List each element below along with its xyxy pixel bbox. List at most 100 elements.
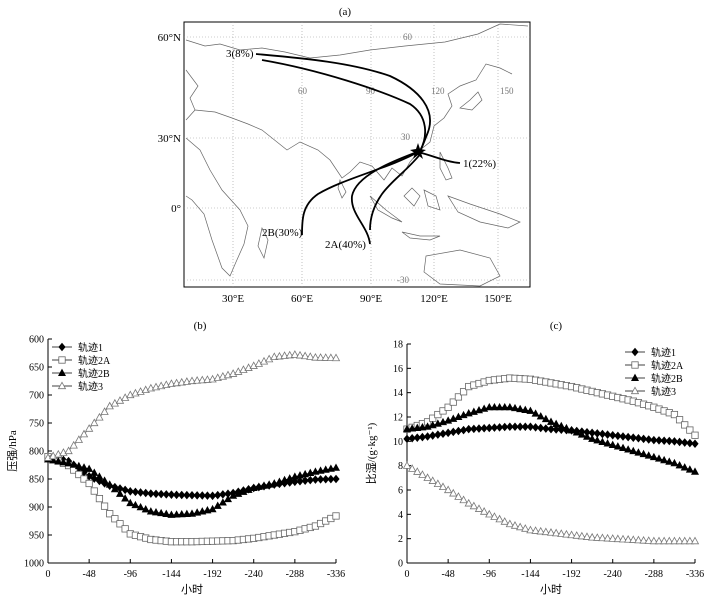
data-point	[634, 448, 643, 456]
x-tick-label: -48	[441, 569, 454, 580]
data-point	[428, 476, 437, 484]
data-point	[685, 536, 695, 545]
data-point	[116, 520, 124, 528]
legend-label: 轨迹2B	[651, 372, 683, 385]
data-point	[285, 350, 294, 359]
legend-marker	[631, 347, 639, 357]
data-point	[681, 438, 689, 447]
map-coastlines	[185, 23, 529, 287]
legend-label: 轨迹3	[651, 385, 676, 398]
data-point	[105, 480, 114, 488]
humidity-x-label: 小时	[540, 583, 562, 596]
data-point	[562, 529, 571, 538]
trajectory-long-line	[261, 59, 426, 152]
data-point	[326, 353, 336, 361]
panel-a-label: (a)	[339, 6, 352, 18]
data-point	[526, 525, 535, 534]
data-point	[311, 352, 320, 361]
legend-marker	[631, 361, 639, 369]
legend-marker	[630, 373, 640, 381]
data-point	[332, 474, 340, 484]
x-tick-label: -336	[686, 569, 704, 580]
data-point	[423, 432, 432, 441]
data-point	[95, 494, 104, 503]
data-point	[577, 430, 586, 438]
data-point	[449, 427, 457, 437]
x-tick-label: -336	[327, 569, 345, 580]
data-point	[90, 487, 98, 495]
data-point	[454, 492, 463, 500]
data-point	[593, 533, 602, 541]
data-point	[654, 536, 664, 545]
data-point	[439, 407, 447, 415]
y-tick-label: 16	[393, 364, 403, 375]
data-point	[126, 487, 134, 496]
data-point	[567, 530, 576, 539]
data-point	[521, 524, 530, 532]
humidity-chart: 0 2 4 6 8 10 12 14 16 18 0 -48 -96 -144 -192 -240 -288 -3…	[365, 340, 704, 597]
legend-marker	[630, 386, 640, 395]
data-point	[562, 423, 571, 432]
data-point	[402, 424, 412, 433]
data-point	[459, 425, 468, 435]
data-point	[178, 490, 186, 500]
lon-label-60e: 60°E	[291, 293, 313, 305]
data-point	[115, 489, 125, 497]
data-point	[136, 488, 145, 497]
data-point	[588, 434, 597, 442]
inner-grid-label: 150	[500, 86, 514, 96]
y-tick-label: 750	[29, 419, 44, 430]
y-tick-label: 2	[398, 534, 403, 545]
data-point	[645, 435, 653, 444]
y-tick-label: 950	[29, 531, 44, 542]
data-point	[413, 467, 422, 475]
x-tick-label: -240	[604, 569, 622, 580]
y-tick-label: 900	[29, 503, 44, 514]
data-point	[239, 487, 248, 495]
data-point	[675, 536, 684, 545]
data-point	[100, 476, 109, 484]
data-point	[490, 402, 499, 411]
data-point	[465, 424, 473, 434]
x-tick-label: -288	[645, 569, 663, 580]
data-point	[510, 403, 520, 412]
data-point	[572, 428, 581, 436]
data-point	[75, 470, 83, 479]
data-point	[686, 438, 694, 448]
data-point	[157, 508, 166, 517]
data-point	[480, 423, 488, 433]
data-point	[537, 423, 545, 433]
data-point	[244, 485, 253, 493]
x-tick-label: -192	[562, 569, 580, 580]
data-point	[300, 351, 310, 360]
series-4	[43, 350, 341, 461]
data-point	[162, 509, 171, 517]
trajectory-3-label: 3(8%)	[226, 48, 254, 60]
data-point	[665, 457, 674, 465]
data-point	[203, 375, 212, 383]
data-point	[69, 440, 78, 449]
data-point	[413, 423, 422, 431]
data-point	[126, 498, 135, 507]
data-point	[613, 534, 623, 543]
data-point	[85, 464, 94, 472]
data-point	[485, 509, 494, 518]
data-point	[136, 502, 145, 511]
pressure-x-label: 小时	[181, 583, 203, 596]
y-tick-label: 1000	[24, 559, 44, 570]
data-point	[495, 423, 504, 432]
data-point	[526, 406, 535, 414]
data-point	[551, 528, 561, 537]
data-point	[121, 525, 129, 533]
data-point	[172, 510, 181, 518]
data-point	[521, 405, 530, 414]
data-point	[306, 475, 314, 485]
data-point	[459, 388, 468, 396]
data-point	[670, 536, 679, 545]
y-tick-label: 800	[29, 447, 44, 458]
data-point	[162, 490, 170, 499]
data-point	[146, 507, 155, 515]
data-point	[516, 404, 525, 413]
